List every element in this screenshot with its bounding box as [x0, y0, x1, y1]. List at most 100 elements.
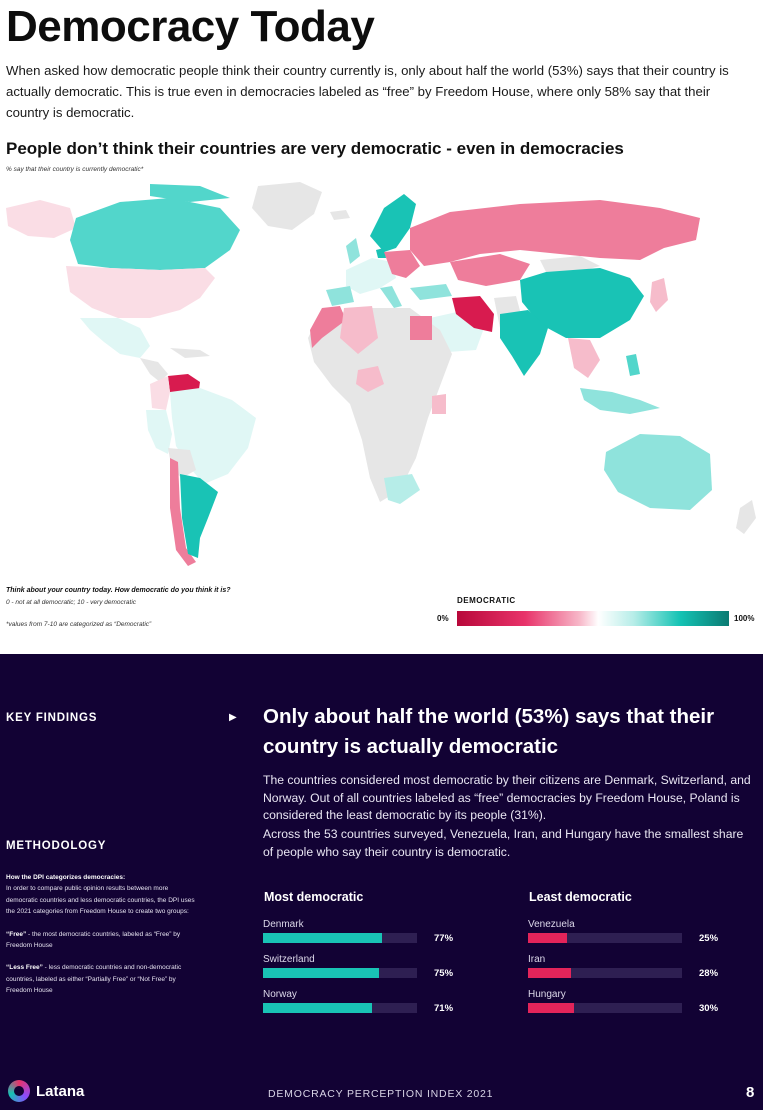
region-iberia: [326, 286, 354, 306]
region-italy: [380, 286, 402, 308]
region-nigeria: [356, 366, 384, 392]
region-central-america: [140, 358, 168, 382]
latana-logo: Latana: [8, 1080, 84, 1102]
methodology-body: In order to compare public opinion resul…: [6, 885, 195, 916]
legend-gradient-bar: [457, 611, 729, 626]
region-turkey: [410, 284, 452, 300]
free-term: “Free”: [6, 930, 27, 938]
page-number: 8: [746, 1084, 755, 1101]
region-egypt: [410, 316, 432, 340]
region-algeria: [340, 306, 378, 354]
least-democratic-row: Hungary 30%: [528, 989, 728, 1023]
most-democratic-row: Norway 71%: [263, 989, 463, 1023]
least-democratic-value-label: 25%: [699, 933, 719, 944]
page-title: Democracy Today: [6, 2, 375, 51]
world-map: [0, 178, 763, 580]
region-se-asia: [568, 338, 600, 378]
least-democratic-bar-track: [528, 933, 682, 943]
most-democratic-title: Most democratic: [264, 890, 364, 904]
region-indonesia: [580, 388, 660, 414]
most-democratic-row: Denmark 77%: [263, 919, 463, 953]
most-democratic-bar-fill: [263, 968, 379, 978]
most-democratic-bar-track: [263, 968, 417, 978]
region-australia: [604, 434, 712, 510]
most-democratic-bar-fill: [263, 933, 382, 943]
region-iran: [452, 296, 494, 332]
most-democratic-bar-track: [263, 1003, 417, 1013]
least-democratic-country-label: Venezuela: [528, 919, 575, 930]
region-morocco: [310, 306, 346, 348]
region-china: [520, 268, 644, 338]
map-section: Democracy Today When asked how democrati…: [0, 2, 763, 628]
findings-paragraph-2: Across the 53 countries surveyed, Venezu…: [263, 827, 744, 859]
scale-description: 0 - not at all democratic; 10 - very dem…: [6, 599, 137, 606]
less-free-description: - less democratic countries and non-demo…: [6, 964, 182, 995]
region-colombia: [150, 376, 170, 410]
most-democratic-value-label: 77%: [434, 933, 454, 944]
region-south-africa: [384, 474, 420, 504]
least-democratic-bar-fill: [528, 1003, 575, 1013]
most-democratic-country-label: Switzerland: [263, 954, 315, 965]
intro-paragraph: When asked how democratic people think t…: [6, 63, 729, 120]
logo-text: Latana: [36, 1082, 85, 1100]
least-democratic-bar-track: [528, 1003, 682, 1013]
region-caribbean: [170, 348, 210, 358]
region-iceland: [330, 210, 350, 220]
region-canada: [70, 198, 240, 270]
key-findings-label: KEY FINDINGS: [6, 712, 98, 724]
least-democratic-bar-fill: [528, 933, 567, 943]
region-central-asia: [450, 254, 530, 286]
region-uk: [346, 238, 360, 264]
report-name: DEMOCRACY PERCEPTION INDEX 2021: [268, 1088, 494, 1100]
findings-paragraph-1: The countries considered most democratic…: [263, 773, 751, 822]
region-russia: [410, 200, 700, 266]
region-alaska: [6, 200, 76, 238]
map-note: % say that their country is currently de…: [6, 166, 144, 173]
least-democratic-bar-track: [528, 968, 682, 978]
least-democratic-bar-fill: [528, 968, 572, 978]
most-democratic-bar-track: [263, 933, 417, 943]
map-title: People don’t think their countries are v…: [6, 139, 624, 158]
findings-section: KEY FINDINGS ▶ METHODOLOGY How the DPI c…: [0, 654, 763, 1110]
most-democratic-country-label: Denmark: [263, 919, 304, 930]
most-democratic-row: Switzerland 75%: [263, 954, 463, 988]
region-mexico: [80, 318, 150, 358]
region-india: [500, 310, 548, 376]
values-note: *values from 7-10 are categorized as “De…: [6, 621, 152, 628]
region-africa: [308, 308, 452, 502]
least-democratic-title: Least democratic: [529, 890, 632, 904]
region-denmark: [376, 248, 386, 258]
play-arrow-icon: ▶: [229, 712, 237, 723]
least-democratic-country-label: Iran: [528, 954, 546, 965]
region-japan: [650, 278, 668, 312]
most-democratic-value-label: 71%: [434, 1003, 454, 1014]
survey-question: Think about your country today. How demo…: [6, 587, 231, 594]
latana-logo-icon: [8, 1080, 30, 1102]
region-scandinavia: [370, 194, 416, 252]
least-democratic-row: Venezuela 25%: [528, 919, 728, 953]
region-argentina: [180, 474, 218, 558]
most-democratic-value-label: 75%: [434, 968, 454, 979]
region-arctic-islands: [150, 184, 230, 202]
region-peru: [146, 410, 172, 454]
findings-headline: Only about half the world (53%) says tha…: [263, 705, 715, 758]
legend-min-label: 0%: [437, 614, 449, 623]
less-free-term: “Less Free”: [6, 964, 43, 972]
free-description: - the most democratic countries, labeled…: [6, 930, 181, 950]
methodology-heading: How the DPI categorizes democracies:: [6, 874, 126, 881]
region-chile: [170, 458, 196, 566]
region-new-zealand: [736, 500, 756, 534]
methodology-label: METHODOLOGY: [6, 840, 107, 852]
methodology-text: How the DPI categorizes democracies: In …: [6, 872, 196, 1008]
least-democratic-country-label: Hungary: [528, 989, 566, 1000]
legend-title: DEMOCRATIC: [457, 596, 516, 605]
region-philippines: [626, 354, 640, 376]
region-usa: [66, 266, 215, 318]
legend-max-label: 100%: [734, 614, 755, 623]
most-democratic-bar-fill: [263, 1003, 373, 1013]
region-central-europe: [384, 250, 420, 278]
region-kenya: [432, 394, 446, 414]
region-greenland: [252, 182, 322, 230]
least-democratic-value-label: 30%: [699, 1003, 719, 1014]
region-western-europe: [346, 258, 396, 294]
